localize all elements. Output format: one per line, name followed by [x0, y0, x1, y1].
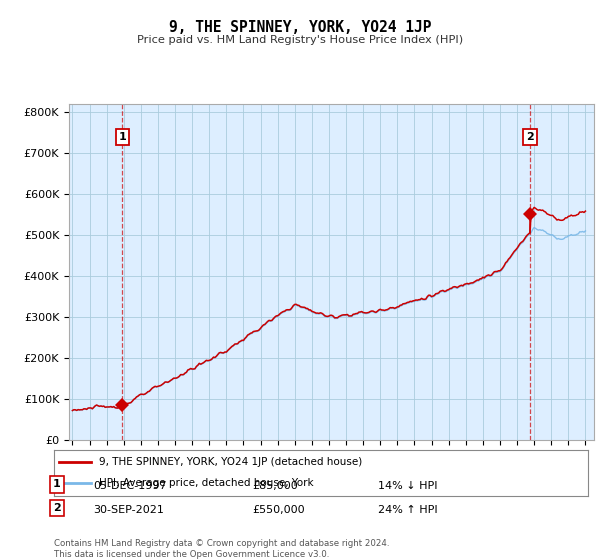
Text: Price paid vs. HM Land Registry's House Price Index (HPI): Price paid vs. HM Land Registry's House …	[137, 35, 463, 45]
Text: 2: 2	[53, 503, 61, 513]
Text: 1: 1	[53, 479, 61, 489]
Text: 05-DEC-1997: 05-DEC-1997	[93, 480, 167, 491]
Text: £85,000: £85,000	[252, 480, 298, 491]
Text: 24% ↑ HPI: 24% ↑ HPI	[378, 505, 437, 515]
Text: £550,000: £550,000	[252, 505, 305, 515]
Text: 9, THE SPINNEY, YORK, YO24 1JP: 9, THE SPINNEY, YORK, YO24 1JP	[169, 20, 431, 35]
Text: HPI: Average price, detached house, York: HPI: Average price, detached house, York	[100, 478, 314, 488]
Text: 14% ↓ HPI: 14% ↓ HPI	[378, 480, 437, 491]
Text: 30-SEP-2021: 30-SEP-2021	[93, 505, 164, 515]
Text: 9, THE SPINNEY, YORK, YO24 1JP (detached house): 9, THE SPINNEY, YORK, YO24 1JP (detached…	[100, 457, 362, 467]
Text: Contains HM Land Registry data © Crown copyright and database right 2024.
This d: Contains HM Land Registry data © Crown c…	[54, 539, 389, 559]
Text: 2: 2	[526, 132, 534, 142]
Text: 1: 1	[118, 132, 126, 142]
